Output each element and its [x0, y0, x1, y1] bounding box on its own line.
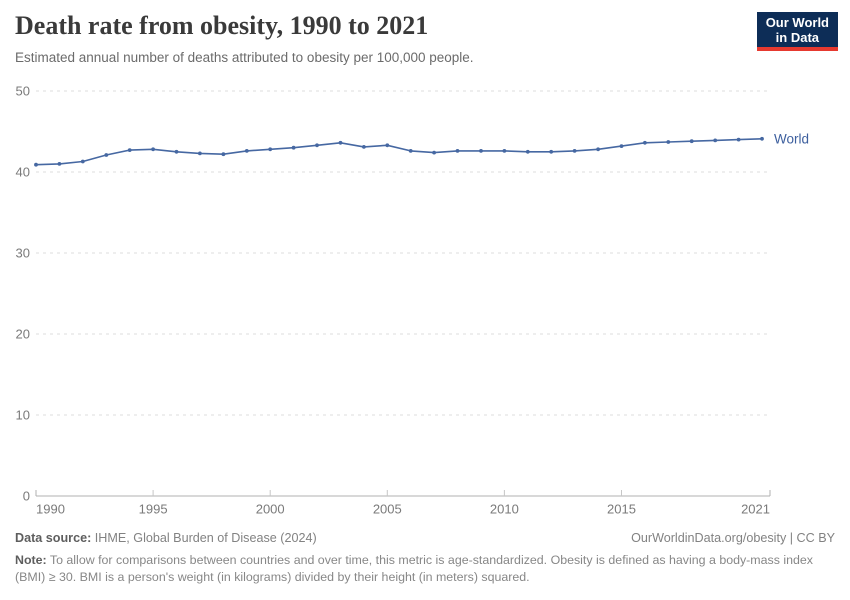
logo-line-1: Our World — [765, 15, 829, 30]
x-axis-label: 2000 — [256, 502, 285, 517]
y-axis-label: 40 — [16, 165, 30, 180]
data-point[interactable] — [689, 139, 694, 144]
data-point[interactable] — [666, 140, 671, 144]
data-point[interactable] — [198, 151, 202, 156]
data-point[interactable] — [174, 149, 179, 154]
data-point[interactable] — [221, 152, 226, 157]
data-point[interactable] — [432, 150, 436, 155]
data-point[interactable] — [455, 149, 460, 153]
data-point[interactable] — [619, 144, 624, 149]
footnote: Note: To allow for comparisons between c… — [15, 552, 829, 586]
data-point[interactable] — [502, 149, 507, 153]
data-point[interactable] — [127, 148, 132, 153]
data-point[interactable] — [408, 149, 413, 153]
y-axis-label: 10 — [16, 408, 30, 423]
data-point[interactable] — [34, 162, 38, 167]
y-axis-label: 0 — [23, 489, 30, 504]
data-point[interactable] — [151, 147, 156, 152]
x-axis-label: 2010 — [490, 502, 519, 517]
series-end-label[interactable]: World — [774, 131, 809, 146]
data-point[interactable] — [338, 140, 343, 145]
data-point[interactable] — [760, 136, 764, 141]
data-point[interactable] — [596, 147, 600, 152]
owid-logo[interactable]: Our World in Data — [756, 12, 838, 51]
data-source-text: IHME, Global Burden of Disease (2024) — [91, 531, 317, 545]
data-point[interactable] — [291, 145, 296, 150]
data-point[interactable] — [268, 147, 273, 152]
world-series-line[interactable] — [35, 138, 763, 166]
data-point[interactable] — [57, 162, 62, 166]
x-axis-label: 2005 — [373, 502, 402, 517]
y-axis-label: 30 — [16, 246, 30, 261]
data-point[interactable] — [385, 143, 390, 148]
data-point[interactable] — [525, 149, 530, 154]
citation-link[interactable]: OurWorldinData.org/obesity | CC BY — [631, 531, 835, 545]
data-source-label: Data source: — [15, 531, 92, 545]
footnote-label: Note: — [15, 553, 47, 567]
y-axis-label: 20 — [16, 327, 30, 342]
data-source: Data source: IHME, Global Burden of Dise… — [15, 531, 317, 545]
x-axis-label: 2021 — [741, 502, 770, 517]
data-point[interactable] — [244, 149, 249, 153]
data-point[interactable] — [713, 138, 718, 143]
data-point[interactable] — [736, 137, 741, 142]
y-axis-label: 50 — [16, 84, 30, 99]
data-point[interactable] — [572, 149, 577, 153]
chart-subtitle: Estimated annual number of deaths attrib… — [15, 50, 474, 65]
data-point[interactable] — [362, 145, 366, 149]
data-point[interactable] — [549, 149, 554, 154]
data-point[interactable] — [479, 149, 483, 153]
x-axis-label: 1990 — [36, 502, 65, 517]
data-point[interactable] — [104, 153, 109, 157]
footnote-text: To allow for comparisons between countri… — [15, 553, 813, 584]
logo-line-2: in Data — [775, 30, 820, 45]
page-title: Death rate from obesity, 1990 to 2021 — [15, 11, 429, 40]
data-point[interactable] — [643, 140, 647, 145]
data-point[interactable] — [315, 143, 319, 148]
data-point[interactable] — [80, 159, 85, 164]
x-axis-label: 1995 — [139, 502, 168, 517]
x-axis-label: 2015 — [607, 502, 636, 517]
